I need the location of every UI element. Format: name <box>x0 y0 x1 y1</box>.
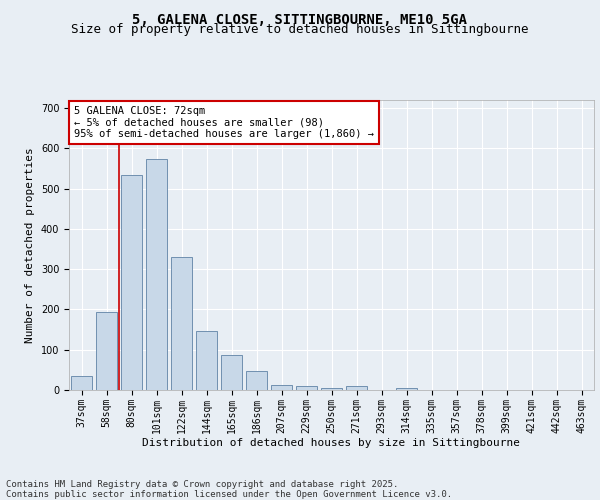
X-axis label: Distribution of detached houses by size in Sittingbourne: Distribution of detached houses by size … <box>143 438 521 448</box>
Bar <box>346 386 367 390</box>
Bar <box>396 388 417 390</box>
Bar <box>221 355 242 390</box>
Bar <box>121 176 142 390</box>
Bar <box>271 385 292 390</box>
Text: 5 GALENA CLOSE: 72sqm
← 5% of detached houses are smaller (98)
95% of semi-detac: 5 GALENA CLOSE: 72sqm ← 5% of detached h… <box>74 106 374 139</box>
Bar <box>196 331 217 390</box>
Bar <box>71 376 92 390</box>
Bar <box>296 386 317 390</box>
Bar <box>96 312 117 390</box>
Bar <box>321 388 342 390</box>
Text: Size of property relative to detached houses in Sittingbourne: Size of property relative to detached ho… <box>71 22 529 36</box>
Text: 5, GALENA CLOSE, SITTINGBOURNE, ME10 5GA: 5, GALENA CLOSE, SITTINGBOURNE, ME10 5GA <box>133 12 467 26</box>
Bar <box>246 372 267 390</box>
Bar <box>146 159 167 390</box>
Y-axis label: Number of detached properties: Number of detached properties <box>25 147 35 343</box>
Text: Contains HM Land Registry data © Crown copyright and database right 2025.
Contai: Contains HM Land Registry data © Crown c… <box>6 480 452 499</box>
Bar <box>171 257 192 390</box>
